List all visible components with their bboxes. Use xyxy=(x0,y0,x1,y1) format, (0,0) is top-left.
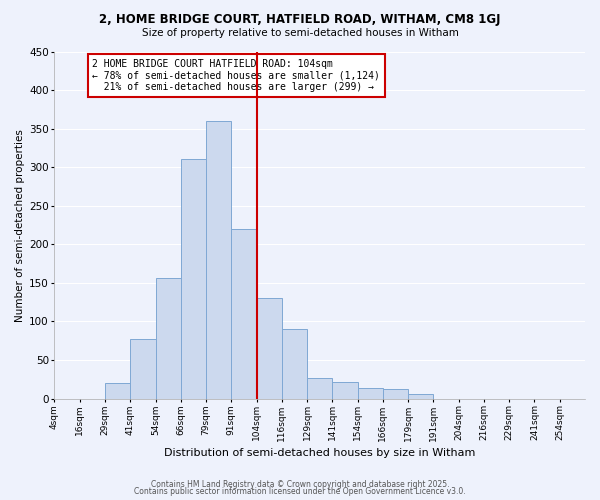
Bar xyxy=(181,158,206,398)
Bar xyxy=(307,378,332,398)
Bar xyxy=(332,382,358,398)
Text: 2, HOME BRIDGE COURT, HATFIELD ROAD, WITHAM, CM8 1GJ: 2, HOME BRIDGE COURT, HATFIELD ROAD, WIT… xyxy=(99,12,501,26)
Text: Contains public sector information licensed under the Open Government Licence v3: Contains public sector information licen… xyxy=(134,488,466,496)
Bar xyxy=(257,298,282,398)
Bar xyxy=(206,121,232,398)
Bar xyxy=(155,278,181,398)
X-axis label: Distribution of semi-detached houses by size in Witham: Distribution of semi-detached houses by … xyxy=(164,448,475,458)
Text: Size of property relative to semi-detached houses in Witham: Size of property relative to semi-detach… xyxy=(142,28,458,38)
Bar xyxy=(105,383,130,398)
Bar xyxy=(358,388,383,398)
Bar xyxy=(130,339,155,398)
Bar xyxy=(408,394,433,398)
Y-axis label: Number of semi-detached properties: Number of semi-detached properties xyxy=(15,128,25,322)
Bar xyxy=(383,388,408,398)
Text: 2 HOME BRIDGE COURT HATFIELD ROAD: 104sqm
← 78% of semi-detached houses are smal: 2 HOME BRIDGE COURT HATFIELD ROAD: 104sq… xyxy=(92,59,380,92)
Text: Contains HM Land Registry data © Crown copyright and database right 2025.: Contains HM Land Registry data © Crown c… xyxy=(151,480,449,489)
Bar xyxy=(232,229,257,398)
Bar xyxy=(282,329,307,398)
